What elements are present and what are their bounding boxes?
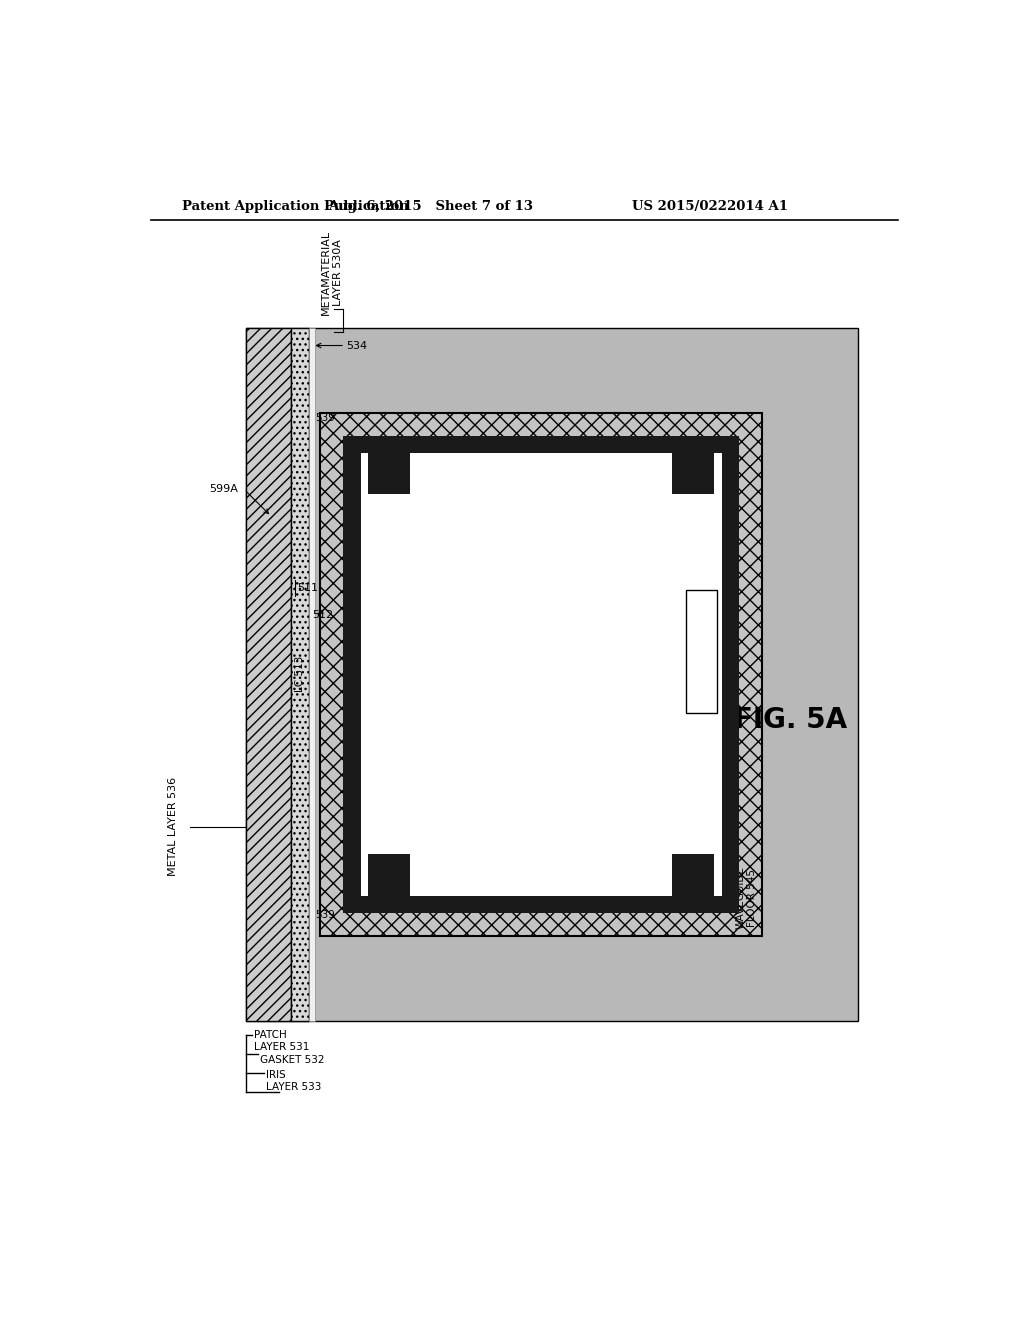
Text: WAVEGUIDE
FLOOR 545: WAVEGUIDE FLOOR 545 [735,866,758,929]
Bar [246,327,858,1020]
Text: 539: 539 [315,911,336,920]
Bar [672,854,714,896]
Text: METAL MATERIAL 565: METAL MATERIAL 565 [696,599,707,704]
Bar [309,327,314,1020]
Bar [369,854,410,896]
Bar [321,413,762,936]
Text: RIDGE
521: RIDGE 521 [402,859,424,891]
Text: CONDUCTIVE MATERIAL 555: CONDUCTIVE MATERIAL 555 [726,606,736,743]
Bar [686,590,717,713]
Bar [343,436,738,913]
Text: GASKET 532: GASKET 532 [260,1055,325,1065]
Text: METAMATERIAL
LAYER 530A: METAMATERIAL LAYER 530A [322,230,343,315]
Text: METAL LAYER 536: METAL LAYER 536 [168,777,178,876]
Text: IRIS
LAYER 533: IRIS LAYER 533 [266,1071,322,1092]
Text: 511: 511 [297,583,317,593]
Text: SIDEWALL
543: SIDEWALL 543 [348,865,400,886]
Bar [369,453,410,494]
Text: RIDGE
520: RIDGE 520 [402,631,424,664]
Text: Patent Application Publication: Patent Application Publication [182,199,409,213]
Text: 534: 534 [346,341,368,351]
Text: PATCH
LAYER 531: PATCH LAYER 531 [254,1030,309,1052]
Text: 599A: 599A [209,484,239,495]
Text: LC 513: LC 513 [295,656,305,693]
Bar [360,453,722,896]
Text: 512: 512 [312,610,334,620]
Text: SIDEWALL
543: SIDEWALL 543 [497,461,550,483]
Text: US 2015/0222014 A1: US 2015/0222014 A1 [632,199,787,213]
Text: DIELECTRIC
517: DIELECTRIC 517 [369,590,391,652]
Bar [246,327,291,1020]
Text: WAVEGUIDE SIDEWALL
540A: WAVEGUIDE SIDEWALL 540A [482,656,600,677]
Bar [291,327,309,1020]
Text: FIG. 5A: FIG. 5A [734,706,847,734]
Text: 539: 539 [315,413,336,422]
Bar [672,453,714,494]
Text: Aug. 6, 2015   Sheet 7 of 13: Aug. 6, 2015 Sheet 7 of 13 [328,199,532,213]
